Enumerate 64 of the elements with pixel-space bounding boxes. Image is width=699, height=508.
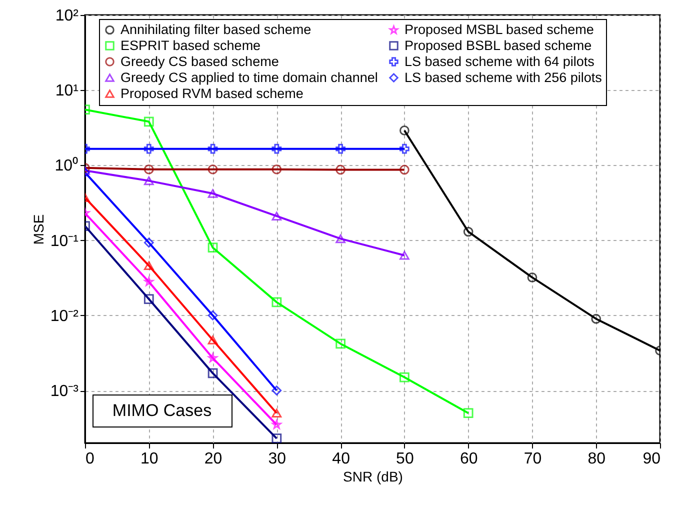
point xyxy=(272,297,282,308)
x-axis-title: SNR (dB) xyxy=(343,468,403,484)
point xyxy=(591,314,602,324)
point xyxy=(400,126,410,136)
x-tick-label: 0 xyxy=(86,450,94,468)
point xyxy=(144,164,154,174)
point xyxy=(272,212,282,220)
y-tick-label: 10¹ xyxy=(55,82,78,100)
legend-label: Proposed MSBL based scheme xyxy=(404,22,594,38)
point xyxy=(400,251,410,260)
point xyxy=(208,336,218,344)
x-tick-label: 80 xyxy=(588,450,606,468)
point xyxy=(336,338,346,349)
y-tick-label: 10² xyxy=(55,8,80,24)
y-tick-label: 10⁻³ xyxy=(50,383,80,400)
point xyxy=(144,238,154,248)
x-tick-label: 70 xyxy=(524,450,542,468)
x-tick-label: 40 xyxy=(332,450,350,468)
point xyxy=(400,164,410,175)
legend-label: Proposed RVM based scheme xyxy=(120,86,304,101)
legend-label: LS based scheme with 64 pilots xyxy=(404,54,595,69)
point xyxy=(208,368,218,378)
point xyxy=(272,144,282,154)
point xyxy=(208,310,218,320)
y-tick-label: 10⁻² xyxy=(50,308,80,325)
legend-label: Proposed BSBL based scheme xyxy=(404,38,592,53)
legend-label: Annihilating filter based scheme xyxy=(120,22,312,37)
point xyxy=(144,176,154,186)
point xyxy=(208,144,218,154)
legend-label: LS based scheme with 256 pilots xyxy=(404,70,602,85)
y-axis-title: MSE xyxy=(30,214,46,245)
point xyxy=(463,408,474,418)
point xyxy=(400,372,410,382)
legend-label: Greedy CS applied to time domain channel xyxy=(120,70,378,85)
legend-label: ESPRIT based scheme xyxy=(120,38,261,53)
point xyxy=(272,164,282,174)
point xyxy=(144,294,154,304)
point xyxy=(208,164,218,174)
point xyxy=(208,189,218,198)
point xyxy=(463,226,474,237)
point xyxy=(400,144,410,154)
point xyxy=(336,164,346,175)
y-tick-label: 10⁻¹ xyxy=(50,232,78,250)
point xyxy=(272,420,282,429)
point xyxy=(272,408,282,418)
point xyxy=(144,144,154,154)
point xyxy=(336,144,346,154)
point xyxy=(272,434,282,443)
point xyxy=(144,261,154,270)
point xyxy=(336,234,346,244)
x-tick-label: 20 xyxy=(204,450,222,468)
legend-label: Greedy CS based scheme xyxy=(120,54,279,69)
x-tick-label: 30 xyxy=(268,450,286,468)
point xyxy=(527,272,538,282)
x-tick-label: 60 xyxy=(460,450,478,468)
x-tick-label: 10 xyxy=(140,450,158,468)
x-tick-label: 50 xyxy=(396,450,414,468)
x-tick-label: 90 xyxy=(642,450,661,468)
point xyxy=(208,242,218,253)
y-tick-label: 10⁰ xyxy=(54,156,78,175)
point xyxy=(272,386,282,396)
annotation: MIMO Cases xyxy=(112,401,212,420)
point xyxy=(144,276,154,286)
point xyxy=(144,116,154,127)
